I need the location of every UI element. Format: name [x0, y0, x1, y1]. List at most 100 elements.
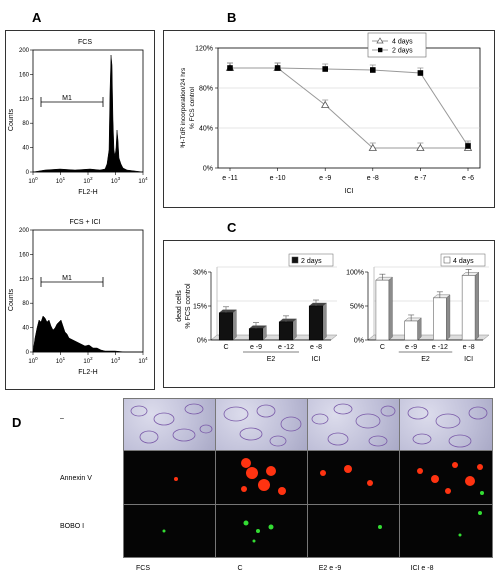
- chart-c-right-bar-side: [446, 294, 451, 341]
- chart-c-left-ytick-label: 0%: [197, 338, 207, 345]
- xtick-label: 103: [111, 356, 121, 365]
- annexin-signal-c: [241, 458, 286, 495]
- chart-b-ylabel-line1: ³H-TdR incorporation/24 hrs: [180, 67, 187, 148]
- chart-b-xtick-label: e -10: [270, 175, 286, 182]
- bobo-signal-fcs: [162, 529, 166, 533]
- chart-c-right-legend: [440, 253, 486, 267]
- chart-b-ytick-label: 120%: [195, 46, 213, 53]
- ytick-label: 120: [19, 277, 30, 283]
- chart-b-point-2days: [417, 70, 424, 76]
- ytick-label: 200: [19, 228, 30, 234]
- chart-c-right-legend-swatch: [443, 256, 451, 264]
- col-label-c: C: [237, 565, 243, 572]
- chart-b-point-2days: [322, 66, 328, 72]
- xtick-label: 101: [56, 356, 66, 365]
- ytick-label: 120: [19, 97, 30, 103]
- histogram-fcs-distribution: [32, 54, 144, 173]
- chart-b-ytick-label: 0%: [203, 166, 213, 173]
- micrograph-bobo-fcs: [124, 505, 215, 557]
- histogram-fcs-title: FCS: [78, 39, 92, 46]
- histogram-fcs-ici: FCS + ICI 0 40 80 120 160 200 100 101 102 103 104…: [8, 219, 148, 376]
- micrograph-brightfield-e2: [308, 399, 399, 450]
- ytick-label: 160: [19, 72, 30, 78]
- chart-c-right-xtick-label: C: [380, 344, 385, 351]
- chart-b-xtick-label: e -9: [319, 175, 331, 182]
- panel-a-letter: A: [32, 10, 42, 25]
- annexin-signal-ici: [417, 462, 484, 495]
- chart-b-legend: [367, 32, 427, 58]
- xtick-label: 104: [138, 356, 148, 365]
- bobo-signal-e2: [378, 525, 382, 529]
- chart-b-xlabel: ICI: [345, 188, 354, 195]
- chart-c-left-legend-label: 2 days: [301, 258, 322, 265]
- histogram-fcs-ylabel: Counts: [8, 108, 15, 131]
- ytick-label: 80: [22, 301, 29, 307]
- xtick-label: 103: [111, 176, 121, 185]
- histogram-fcs-gate-label: M1: [62, 95, 72, 102]
- micrograph-annexin-c: [216, 451, 307, 504]
- micrograph-annexin-e2: [308, 451, 399, 504]
- chart-b-ytick-label: 40%: [199, 126, 213, 133]
- chart-b-point-2days: [274, 65, 281, 71]
- chart-b-plot-area: [217, 47, 481, 169]
- histogram-fcs-ici-xlabel: FL2-H: [78, 369, 97, 376]
- chart-b-point-4days: [368, 143, 377, 151]
- annexin-signal-fcs: [174, 477, 178, 481]
- micrograph-brightfield-fcs: [124, 399, 215, 450]
- row-label-annexin: Annexin V: [60, 475, 92, 482]
- micrograph-bobo-ici: [400, 505, 492, 557]
- chart-c-left-group-label-e2: E2: [267, 356, 276, 363]
- chart-b-point-2days: [370, 67, 376, 73]
- chart-c-left-bar: [248, 328, 264, 341]
- histogram-fcs-plot-area: [32, 49, 144, 173]
- ytick-label: 200: [19, 48, 30, 54]
- chart-c-right-legend-label: 4 days: [453, 258, 474, 265]
- chart-c-right-bar: [375, 279, 390, 341]
- chart-b-legend-label: 4 days: [392, 39, 413, 46]
- chart-c-left-xtick-label: e -12: [278, 344, 294, 351]
- chart-b-point-4days: [321, 100, 330, 108]
- chart-c-left-ylabel-line2: % FCS control: [185, 283, 192, 329]
- chart-b-xtick-label: e -8: [367, 175, 379, 182]
- chart-c-right-ytick-label: 50%: [350, 304, 364, 311]
- chart-c-left-bar: [218, 312, 234, 341]
- histogram-fcs-ici-distribution: [32, 315, 143, 353]
- panel-a-frame: [5, 30, 155, 390]
- xtick-label: 100: [28, 356, 38, 365]
- xtick-label: 104: [138, 176, 148, 185]
- chart-b-point-2days: [227, 65, 233, 71]
- xtick-label: 101: [56, 176, 66, 185]
- chart-c-dead-cells: 0% 15% 30% C e -9 e -12 e -8 E2 ICI dead cells% F…: [176, 253, 490, 363]
- bobo-signal-ici: [458, 511, 482, 537]
- chart-b-xtick-label: e -11: [222, 175, 238, 182]
- histogram-fcs-ici-xticks: 100 101 102 103 104: [28, 352, 148, 365]
- xtick-label: 102: [83, 356, 93, 365]
- histogram-fcs-xlabel: FL2-H: [78, 189, 97, 196]
- brightfield-cells-c: [223, 404, 302, 447]
- chart-c-left-ylabel-line1: dead cells: [176, 290, 183, 322]
- xtick-label: 102: [83, 176, 93, 185]
- chart-b-point-2days: [465, 143, 471, 149]
- chart-c-left-xtick-label: C: [223, 344, 228, 351]
- ytick-label: 80: [22, 121, 29, 127]
- chart-c-left-group-label-ici: ICI: [312, 356, 321, 363]
- histogram-fcs-ici-title: FCS + ICI: [70, 219, 101, 226]
- chart-c-left-ytick-label: 30%: [193, 270, 207, 277]
- chart-c-right-xtick-label: e -9: [405, 344, 417, 351]
- brightfield-cells-ici: [407, 406, 488, 448]
- ytick-label: 40: [22, 326, 29, 332]
- chart-c-left-bar-side: [232, 309, 237, 341]
- chart-b-legend-label: 2 days: [392, 48, 413, 55]
- panel-c-letter: C: [227, 220, 237, 235]
- micrograph-bobo-c: [216, 505, 307, 557]
- histogram-fcs: FCS 0 40 80 120 160 200 100 101 102 103 104 Count…: [8, 39, 148, 196]
- chart-c-right-group-label-ici: ICI: [464, 356, 473, 363]
- micrograph-bobo-e2: [308, 505, 399, 557]
- chart-b-point-4days: [416, 143, 425, 151]
- chart-c-right-bar-side: [388, 276, 393, 341]
- histogram-fcs-yticks: 0 40 80 120 160 200: [19, 48, 33, 176]
- chart-c-right-ytick-label: 0%: [354, 338, 364, 345]
- chart-c-left-bar: [278, 321, 294, 341]
- chart-c-right-bar: [433, 297, 447, 341]
- ytick-label: 0: [26, 170, 30, 176]
